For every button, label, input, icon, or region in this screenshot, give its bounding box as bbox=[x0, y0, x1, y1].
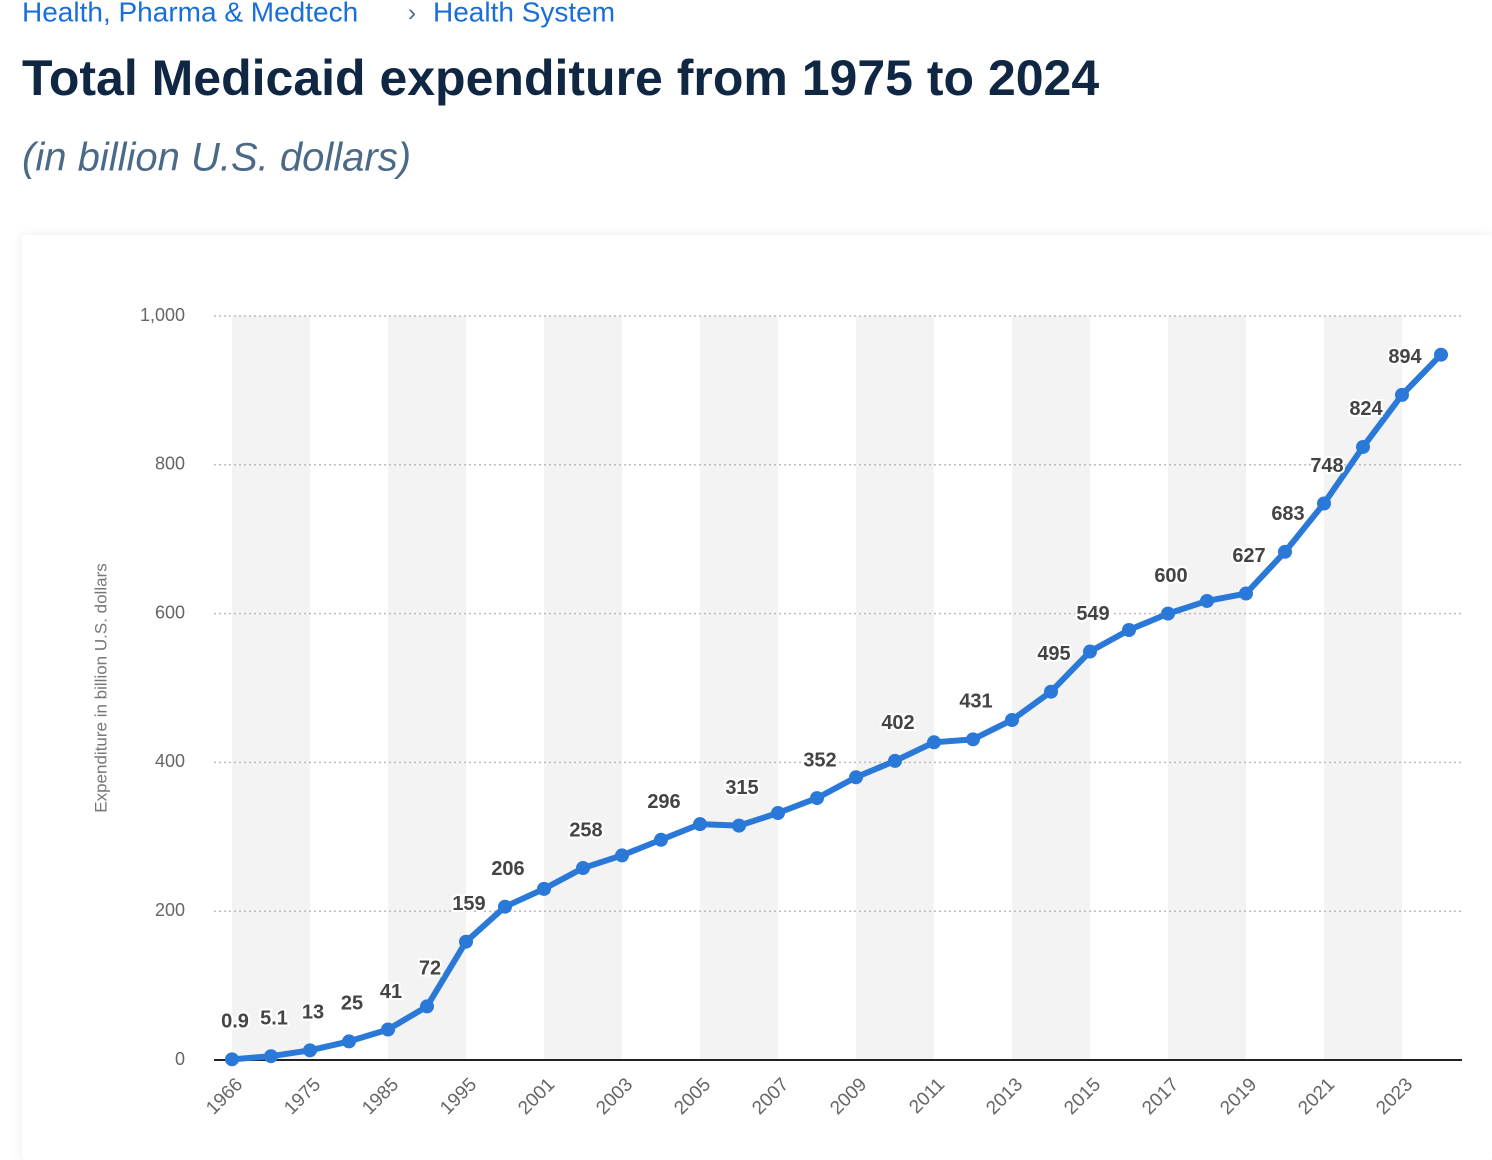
x-tick-label: 2015 bbox=[1060, 1074, 1105, 1119]
background-band bbox=[388, 316, 466, 1060]
y-tick-label: 800 bbox=[155, 454, 185, 474]
data-point bbox=[342, 1034, 356, 1049]
data-point bbox=[1044, 684, 1058, 699]
data-label: 315 bbox=[725, 777, 758, 799]
data-point bbox=[1122, 622, 1136, 637]
data-point bbox=[1356, 439, 1370, 454]
data-label: 627 bbox=[1232, 545, 1265, 567]
data-point bbox=[732, 818, 746, 833]
x-tick-label: 2017 bbox=[1138, 1074, 1183, 1119]
data-point bbox=[459, 934, 473, 949]
data-label: 41 bbox=[380, 981, 402, 1003]
data-label: 431 bbox=[959, 691, 992, 713]
y-tick-label: 1,000 bbox=[140, 305, 185, 325]
data-point bbox=[1005, 712, 1019, 727]
data-label: 206 bbox=[491, 858, 524, 880]
y-tick-label: 400 bbox=[155, 751, 185, 771]
data-point bbox=[888, 753, 902, 768]
data-label: 402 bbox=[881, 712, 914, 734]
breadcrumb-item[interactable]: Health System bbox=[433, 0, 615, 27]
data-label: 495 bbox=[1037, 643, 1070, 665]
x-tick-label: 2011 bbox=[905, 1074, 949, 1118]
x-tick-label: 2005 bbox=[670, 1074, 715, 1119]
data-point bbox=[420, 999, 434, 1014]
data-point bbox=[576, 861, 590, 876]
data-label: 5.1 bbox=[260, 1007, 288, 1029]
data-point bbox=[1434, 347, 1448, 362]
background-band bbox=[544, 316, 622, 1060]
x-tick-label: 2007 bbox=[748, 1074, 793, 1119]
data-point bbox=[1161, 606, 1175, 621]
data-point bbox=[615, 848, 629, 863]
y-tick-label: 0 bbox=[175, 1049, 185, 1069]
data-label: 13 bbox=[302, 1002, 324, 1024]
breadcrumb-item[interactable]: Health, Pharma & Medtech bbox=[22, 0, 358, 27]
data-label: 296 bbox=[647, 791, 680, 813]
data-point bbox=[771, 805, 785, 820]
data-point bbox=[1083, 644, 1097, 659]
background-band bbox=[1324, 316, 1402, 1060]
background-band bbox=[700, 316, 778, 1060]
data-point bbox=[1395, 387, 1409, 402]
background-band bbox=[232, 316, 310, 1060]
x-tick-label: 1985 bbox=[358, 1074, 403, 1119]
data-point bbox=[264, 1049, 278, 1064]
data-point bbox=[303, 1043, 317, 1058]
x-tick-label: 2013 bbox=[982, 1074, 1027, 1119]
y-axis-label: Expenditure in billion U.S. dollars bbox=[91, 563, 110, 812]
x-tick-label: 2001 bbox=[514, 1074, 559, 1119]
x-tick-label: 1966 bbox=[202, 1074, 247, 1119]
breadcrumb: Health, Pharma & Medtech › Health System bbox=[22, 0, 615, 27]
data-label: 72 bbox=[419, 958, 441, 980]
data-label: 600 bbox=[1154, 565, 1187, 587]
background-band bbox=[856, 316, 934, 1060]
chart-title: Total Medicaid expenditure from 1975 to … bbox=[22, 50, 1099, 106]
x-tick-label: 2009 bbox=[826, 1074, 871, 1119]
data-point bbox=[381, 1022, 395, 1037]
data-point bbox=[537, 881, 551, 896]
data-point bbox=[927, 735, 941, 750]
data-point bbox=[849, 770, 863, 785]
data-point bbox=[966, 732, 980, 747]
data-point bbox=[810, 791, 824, 806]
x-tick-label: 2003 bbox=[592, 1074, 637, 1119]
data-label: 0.9 bbox=[221, 1011, 249, 1033]
x-tick-label: 2021 bbox=[1294, 1074, 1339, 1119]
breadcrumb-separator: › bbox=[408, 0, 416, 26]
x-tick-label: 2019 bbox=[1216, 1074, 1261, 1119]
data-label: 748 bbox=[1310, 455, 1343, 477]
x-tick-label: 2023 bbox=[1372, 1074, 1417, 1119]
data-point bbox=[1317, 496, 1331, 511]
data-label: 683 bbox=[1271, 503, 1304, 525]
data-label: 824 bbox=[1349, 398, 1383, 420]
data-label: 159 bbox=[452, 893, 485, 915]
data-label: 25 bbox=[341, 993, 363, 1015]
data-point bbox=[654, 832, 668, 847]
data-point bbox=[225, 1052, 239, 1067]
data-point bbox=[1239, 586, 1253, 601]
y-tick-label: 600 bbox=[155, 602, 185, 622]
data-label: 258 bbox=[569, 819, 602, 841]
data-label: 352 bbox=[803, 749, 836, 771]
data-point bbox=[498, 899, 512, 914]
x-tick-label: 1995 bbox=[436, 1074, 481, 1119]
x-tick-label: 1975 bbox=[280, 1074, 325, 1119]
data-point bbox=[1200, 593, 1214, 608]
data-label: 549 bbox=[1076, 603, 1109, 625]
data-label: 894 bbox=[1388, 346, 1422, 368]
data-point bbox=[693, 817, 707, 832]
chart-subtitle: (in billion U.S. dollars) bbox=[22, 136, 411, 180]
y-tick-label: 200 bbox=[155, 900, 185, 920]
background-band bbox=[1168, 316, 1246, 1060]
data-point bbox=[1278, 544, 1292, 559]
